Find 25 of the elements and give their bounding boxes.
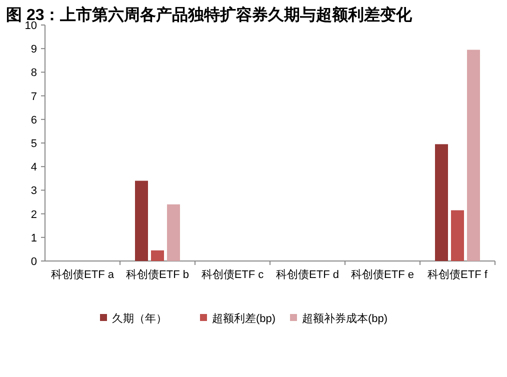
legend-label: 超额补券成本(bp) [302,312,388,325]
bar [435,144,448,261]
x-tick-label: 科创债ETF c [201,269,264,281]
y-tick-label: 3 [30,185,37,198]
y-tick-label: 6 [30,114,37,126]
y-tick-label: 0 [30,256,37,268]
bar [467,50,480,261]
bar [167,204,180,261]
bar [135,180,148,261]
x-tick-label: 科创债ETF b [126,269,189,281]
x-tick-label: 科创债ETF d [276,269,339,281]
y-tick-label: 7 [30,90,37,103]
bar [151,250,164,261]
y-tick-label: 4 [30,162,37,174]
legend-label: 超额利差(bp) [212,312,276,325]
x-tick-label: 科创债ETF f [428,269,488,281]
y-tick-label: 2 [30,208,37,221]
legend-label: 久期（年） [112,313,167,325]
y-tick-label: 8 [30,67,37,80]
y-tick-label: 9 [30,44,37,56]
x-tick-label: 科创债ETF e [351,269,414,281]
y-tick-label: 1 [30,232,37,244]
x-tick-label: 科创债ETF a [51,269,115,281]
bar [451,210,464,261]
y-tick-label: 5 [30,138,37,150]
